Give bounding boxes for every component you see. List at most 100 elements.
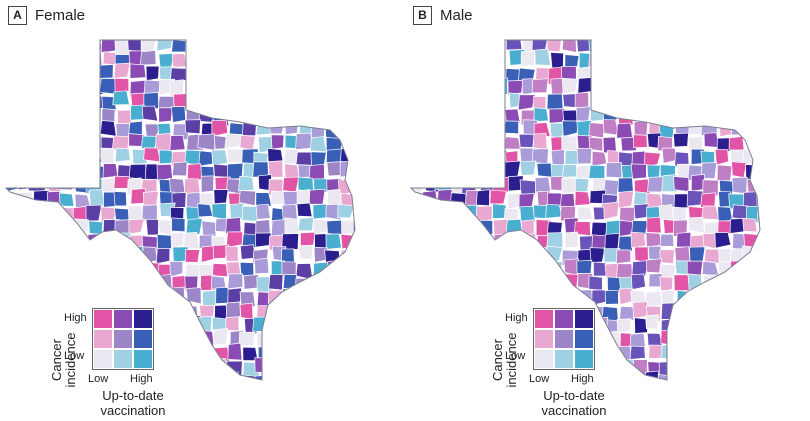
county (757, 92, 760, 110)
county (716, 52, 733, 69)
county (60, 263, 77, 281)
county (268, 302, 285, 318)
county (19, 134, 35, 151)
county (295, 151, 313, 166)
county (224, 133, 243, 149)
county (184, 119, 201, 135)
county (742, 40, 760, 54)
county (731, 92, 747, 110)
county (269, 89, 283, 108)
county (411, 345, 426, 362)
county (225, 371, 240, 380)
county (238, 105, 257, 121)
county (423, 231, 441, 249)
county (717, 302, 734, 320)
county (281, 93, 298, 109)
county (531, 78, 549, 94)
county (411, 177, 424, 193)
texas-county-map-male (409, 39, 761, 404)
county (339, 160, 355, 178)
county (421, 387, 437, 400)
county (617, 235, 634, 252)
county (269, 40, 286, 53)
county (283, 40, 300, 52)
county (438, 120, 455, 138)
county (308, 53, 326, 69)
county (729, 388, 745, 404)
county (113, 191, 128, 207)
county (33, 151, 49, 166)
county (185, 92, 203, 109)
county (743, 319, 760, 337)
county (533, 133, 548, 151)
county (188, 64, 202, 80)
county (201, 245, 217, 263)
county (309, 91, 327, 109)
county (59, 163, 76, 180)
county (731, 65, 748, 82)
county (716, 66, 733, 81)
county (757, 118, 760, 136)
county (433, 303, 450, 320)
county (464, 246, 482, 263)
county (744, 263, 759, 278)
county (339, 317, 355, 336)
county (420, 277, 437, 294)
county (759, 218, 760, 236)
county (758, 343, 760, 361)
county (253, 93, 269, 111)
county (213, 189, 229, 205)
county (411, 260, 422, 277)
county (688, 40, 705, 50)
county (327, 259, 343, 277)
county (633, 94, 648, 112)
legend-y-low: Low (64, 350, 85, 362)
county (646, 216, 662, 234)
county (435, 235, 452, 252)
county (421, 305, 435, 322)
county (742, 275, 757, 292)
legend-x-high: High (571, 373, 594, 385)
county (588, 122, 605, 139)
county (672, 332, 690, 348)
county (673, 274, 690, 292)
county (718, 387, 733, 402)
county (297, 40, 313, 55)
county (299, 386, 313, 400)
county (350, 286, 355, 305)
county (356, 235, 372, 249)
county (420, 362, 439, 379)
county (411, 135, 425, 154)
county (351, 273, 355, 290)
county (43, 118, 60, 137)
texas-outline (409, 39, 761, 381)
county (478, 92, 496, 111)
county (519, 160, 537, 176)
county (741, 81, 759, 96)
county (620, 388, 636, 402)
county (757, 136, 760, 153)
county (504, 248, 522, 265)
county (326, 219, 343, 235)
county (227, 287, 243, 304)
county (58, 40, 75, 54)
county (742, 371, 759, 380)
county (717, 347, 731, 363)
county (72, 134, 89, 150)
county (687, 343, 703, 361)
county (759, 175, 760, 192)
county (561, 77, 579, 95)
county (352, 343, 355, 359)
county (451, 386, 467, 402)
county (420, 374, 435, 380)
county (757, 260, 760, 277)
county (574, 190, 591, 206)
county (702, 179, 719, 197)
county (518, 133, 535, 148)
county (702, 77, 720, 95)
county (463, 76, 480, 94)
county (355, 387, 370, 403)
county (561, 164, 578, 178)
county (308, 188, 326, 205)
county (211, 40, 228, 53)
